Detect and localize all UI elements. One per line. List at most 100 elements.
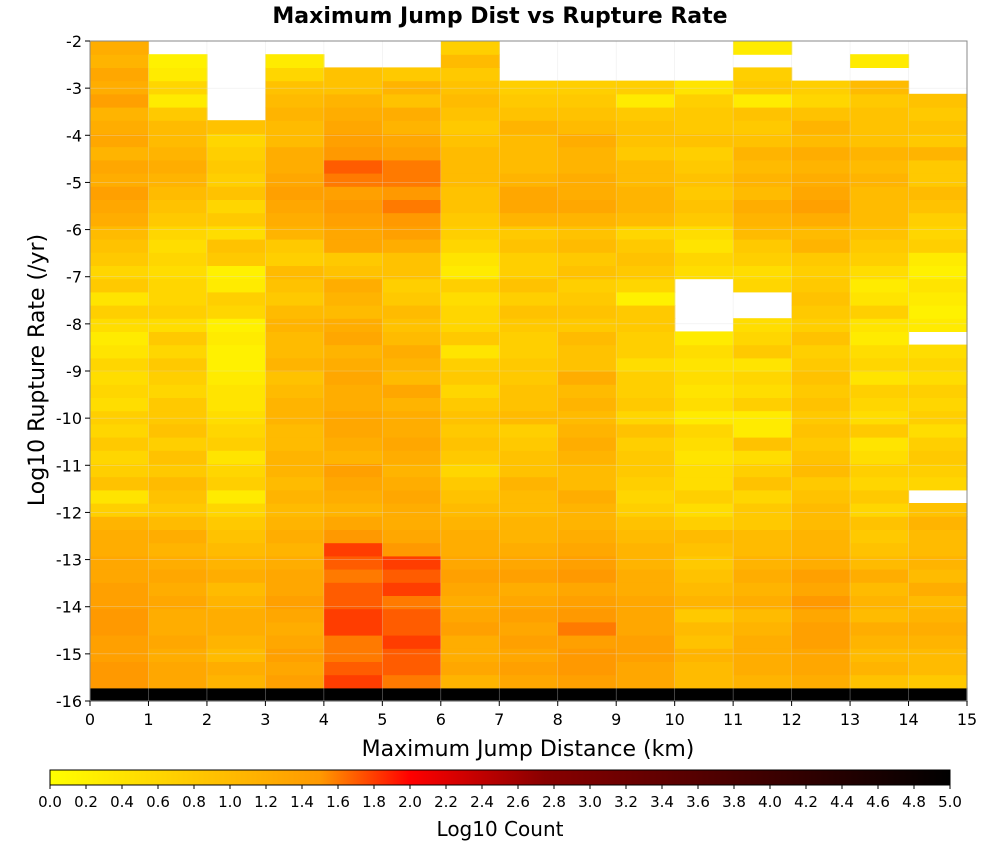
heatmap-cell [557, 410, 617, 425]
heatmap-cell [323, 80, 383, 95]
heatmap-cell [733, 542, 793, 557]
heatmap-cell [148, 555, 208, 570]
heatmap-cell [791, 199, 851, 214]
colorbar-tick-label: 3.0 [578, 793, 602, 811]
heatmap-cell [265, 437, 325, 451]
heatmap-cell [148, 569, 208, 583]
heatmap-cell [499, 529, 559, 544]
heatmap-cell [382, 239, 442, 253]
heatmap-cell [323, 199, 383, 214]
heatmap-cell [206, 252, 266, 266]
heatmap-cell [733, 582, 793, 596]
heatmap-cell [265, 344, 325, 359]
heatmap-cell [440, 635, 500, 649]
x-tick-label: 8 [553, 710, 563, 729]
heatmap-cell [148, 542, 208, 557]
heatmap-cell [791, 674, 851, 689]
heatmap-cell [850, 582, 910, 596]
heatmap-cell [908, 621, 968, 636]
colorbar-tick-label: 0.0 [38, 793, 62, 811]
heatmap-cell [90, 476, 150, 491]
heatmap-cell [382, 305, 442, 319]
heatmap-cell [850, 529, 910, 544]
heatmap-cell [382, 278, 442, 293]
heatmap-cell [148, 199, 208, 214]
heatmap-cell [674, 555, 734, 570]
heatmap-cell [382, 529, 442, 544]
heatmap-cell [206, 397, 266, 412]
heatmap-cell [908, 476, 968, 491]
heatmap-cell [674, 635, 734, 649]
colorbar-tick-label: 1.6 [326, 793, 350, 811]
heatmap-cell [265, 318, 325, 332]
heatmap-cell [440, 265, 500, 280]
y-tick-label: -15 [56, 645, 82, 664]
heatmap-cell [382, 146, 442, 161]
heatmap-cell [557, 595, 617, 610]
heatmap-cell [791, 555, 851, 570]
heatmap-cell [323, 410, 383, 425]
heatmap-cell [90, 608, 150, 623]
heatmap-cell [148, 146, 208, 161]
heatmap-cell [440, 225, 500, 240]
heatmap-cell [674, 582, 734, 596]
heatmap-cell [557, 133, 617, 148]
heatmap-cell [440, 516, 500, 530]
heatmap-cell [323, 529, 383, 544]
heatmap-cell [90, 331, 150, 346]
heatmap-cell [850, 595, 910, 610]
heatmap-cell [382, 463, 442, 478]
heatmap-cell [265, 621, 325, 636]
heatmap-cell [323, 621, 383, 636]
heatmap-cell [440, 278, 500, 293]
heatmap-cell [440, 291, 500, 306]
colorbar-tick-label: 2.6 [506, 793, 530, 811]
heatmap-cell [499, 120, 559, 134]
heatmap-cell [323, 291, 383, 306]
heatmap-cell [90, 529, 150, 544]
heatmap-cell [148, 80, 208, 95]
heatmap-cell [557, 423, 617, 438]
heatmap-cell [499, 344, 559, 359]
heatmap-cell [148, 133, 208, 148]
heatmap-cell [206, 595, 266, 610]
heatmap-cell [733, 331, 793, 346]
heatmap-cell [733, 423, 793, 438]
x-tick-label: 2 [202, 710, 212, 729]
heatmap-cell [850, 107, 910, 121]
heatmap-cell [499, 265, 559, 280]
heatmap-cell [908, 278, 968, 293]
heatmap-cell [440, 595, 500, 610]
heatmap-cell [382, 93, 442, 108]
heatmap-cell [440, 661, 500, 676]
x-tick-label: 15 [957, 710, 977, 729]
colorbar-tick-label: 4.4 [830, 793, 854, 811]
heatmap-cell [323, 555, 383, 570]
heatmap-cell [499, 212, 559, 227]
heatmap-cell [674, 80, 734, 95]
heatmap-cell [148, 476, 208, 491]
heatmap-cell [733, 265, 793, 280]
heatmap-cell [674, 569, 734, 583]
heatmap-cell [616, 120, 676, 134]
heatmap-cell [265, 674, 325, 689]
heatmap-cell [499, 305, 559, 319]
heatmap-cell [382, 423, 442, 438]
heatmap-cell [323, 687, 383, 702]
heatmap-cell [908, 661, 968, 676]
heatmap-cell [850, 410, 910, 425]
heatmap-cell [440, 146, 500, 161]
heatmap-cell [265, 67, 325, 82]
heatmap-cell [499, 318, 559, 332]
heatmap-cell [206, 318, 266, 332]
heatmap-cell [791, 93, 851, 108]
heatmap-cell [791, 80, 851, 95]
heatmap-cell [616, 569, 676, 583]
heatmap-cell [850, 159, 910, 174]
heatmap-cell [440, 423, 500, 438]
heatmap-cell [265, 173, 325, 187]
heatmap-cell [557, 437, 617, 451]
heatmap-cell [674, 239, 734, 253]
heatmap-cell [323, 595, 383, 610]
